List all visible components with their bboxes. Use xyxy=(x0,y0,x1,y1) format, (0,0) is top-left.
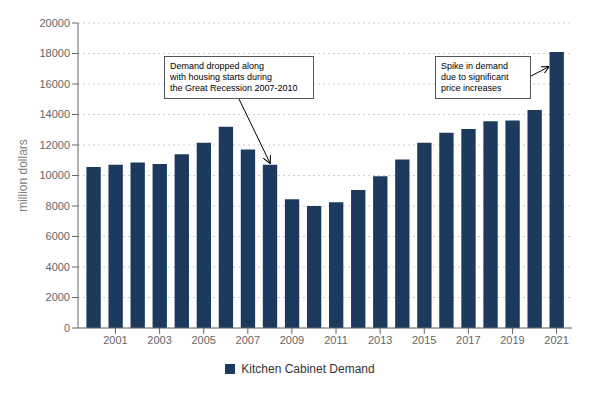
svg-text:2001: 2001 xyxy=(103,334,127,346)
svg-text:2007: 2007 xyxy=(236,334,260,346)
svg-text:18000: 18000 xyxy=(39,47,70,59)
svg-text:4000: 4000 xyxy=(46,261,70,273)
svg-text:2017: 2017 xyxy=(456,334,480,346)
svg-text:10000: 10000 xyxy=(39,169,70,181)
svg-text:20000: 20000 xyxy=(39,17,70,29)
svg-text:2021: 2021 xyxy=(544,334,568,346)
svg-text:2011: 2011 xyxy=(324,334,348,346)
svg-text:2013: 2013 xyxy=(368,334,392,346)
svg-text:2019: 2019 xyxy=(500,334,524,346)
svg-text:14000: 14000 xyxy=(39,108,70,120)
svg-text:0: 0 xyxy=(64,322,70,334)
svg-text:6000: 6000 xyxy=(46,230,70,242)
svg-text:12000: 12000 xyxy=(39,139,70,151)
svg-text:2015: 2015 xyxy=(412,334,436,346)
svg-text:16000: 16000 xyxy=(39,78,70,90)
svg-text:2009: 2009 xyxy=(280,334,304,346)
svg-text:2003: 2003 xyxy=(147,334,171,346)
svg-text:8000: 8000 xyxy=(46,200,70,212)
svg-text:2005: 2005 xyxy=(191,334,215,346)
html-text:Spike in demand due to signifi: Spike in demand due to significant price… xyxy=(441,61,509,93)
svg-text:2000: 2000 xyxy=(46,291,70,303)
html-text:Demand dropped along with hous: Demand dropped along with housing starts… xyxy=(170,61,298,93)
html-text:Kitchen Cabinet Demand: Kitchen Cabinet Demand xyxy=(241,362,375,376)
svg-text:million dollars: million dollars xyxy=(16,139,30,212)
